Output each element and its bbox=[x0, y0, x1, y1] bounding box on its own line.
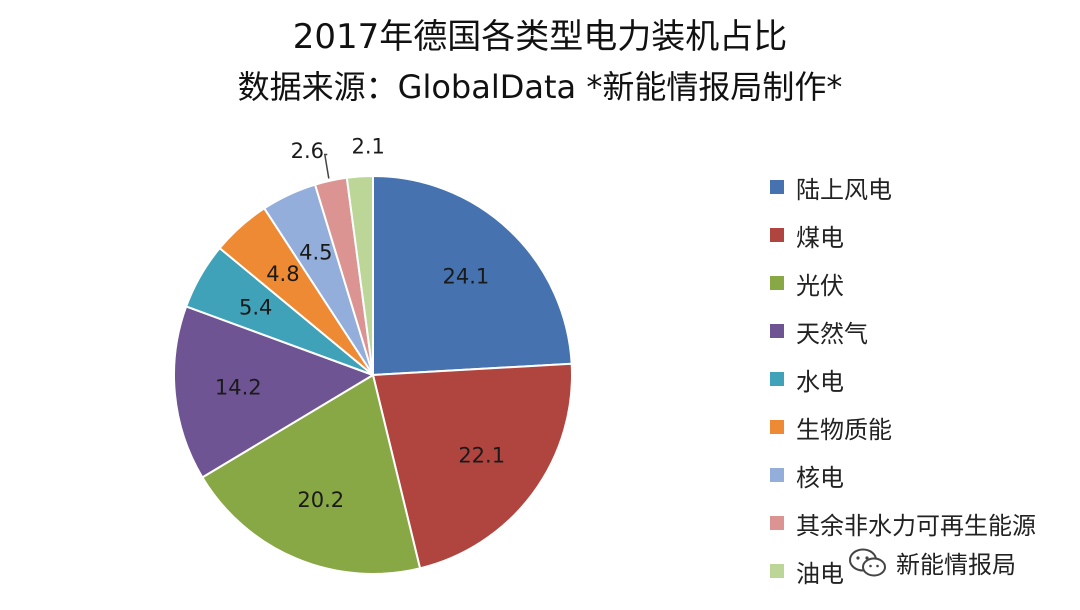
legend-label: 核电 bbox=[796, 463, 844, 492]
data-label-0: 24.1 bbox=[443, 265, 490, 289]
pie-slice-1 bbox=[371, 362, 573, 570]
legend-label: 油电 bbox=[796, 559, 844, 588]
data-label-8: 2.1 bbox=[351, 135, 384, 159]
watermark-text: 新能情报局 bbox=[896, 551, 1016, 579]
legend-item-3: 天然气 bbox=[770, 307, 1036, 355]
legend-swatch bbox=[770, 468, 784, 482]
chart-title: 2017年德国各类型电力装机占比 bbox=[292, 17, 788, 57]
legend-swatch bbox=[770, 516, 784, 530]
chart-subtitle: 数据来源：GlobalData *新能情报局制作* bbox=[237, 68, 843, 106]
pie-slice-0 bbox=[372, 174, 573, 377]
legend-item-6: 核电 bbox=[770, 451, 1036, 499]
legend-item-7: 其余非水力可再生能源 bbox=[770, 499, 1036, 547]
legend-label: 光伏 bbox=[796, 271, 844, 300]
data-label-7: 2.6 bbox=[291, 139, 324, 163]
legend-item-5: 生物质能 bbox=[770, 403, 1036, 451]
legend: 陆上风电煤电光伏天然气水电生物质能核电其余非水力可再生能源 油电 bbox=[770, 163, 1036, 595]
data-label-1: 22.1 bbox=[458, 444, 505, 468]
wechat-icon bbox=[849, 548, 886, 576]
pie-slice-8 bbox=[345, 174, 374, 376]
legend-swatch bbox=[770, 276, 784, 290]
pie-slice-3 bbox=[173, 305, 376, 479]
legend-swatch bbox=[770, 228, 784, 242]
watermark: 新能情报局 bbox=[848, 545, 1016, 580]
legend-swatch bbox=[770, 180, 784, 194]
leader-line-7 bbox=[323, 153, 330, 179]
legend-label: 其余非水力可再生能源 bbox=[796, 511, 1036, 540]
legend-item-4: 水电 bbox=[770, 355, 1036, 403]
data-label-2: 20.2 bbox=[297, 488, 344, 512]
legend-label: 天然气 bbox=[796, 319, 868, 348]
legend-label: 生物质能 bbox=[796, 415, 892, 444]
data-label-5: 4.8 bbox=[266, 262, 299, 286]
data-label-6: 4.5 bbox=[299, 240, 332, 264]
legend-label: 煤电 bbox=[796, 223, 844, 252]
legend-item-1: 煤电 bbox=[770, 211, 1036, 259]
legend-item-2: 光伏 bbox=[770, 259, 1036, 307]
data-label-3: 14.2 bbox=[215, 376, 262, 400]
data-label-4: 5.4 bbox=[239, 296, 272, 320]
legend-swatch bbox=[770, 420, 784, 434]
legend-swatch bbox=[770, 372, 784, 386]
legend-swatch bbox=[770, 324, 784, 338]
legend-swatch bbox=[770, 564, 784, 578]
legend-label: 陆上风电 bbox=[796, 175, 892, 204]
legend-item-8: 油电 bbox=[770, 547, 1036, 595]
pie-slice-2 bbox=[200, 373, 422, 575]
legend-item-0: 陆上风电 bbox=[770, 163, 1036, 211]
legend-label: 水电 bbox=[796, 367, 844, 396]
